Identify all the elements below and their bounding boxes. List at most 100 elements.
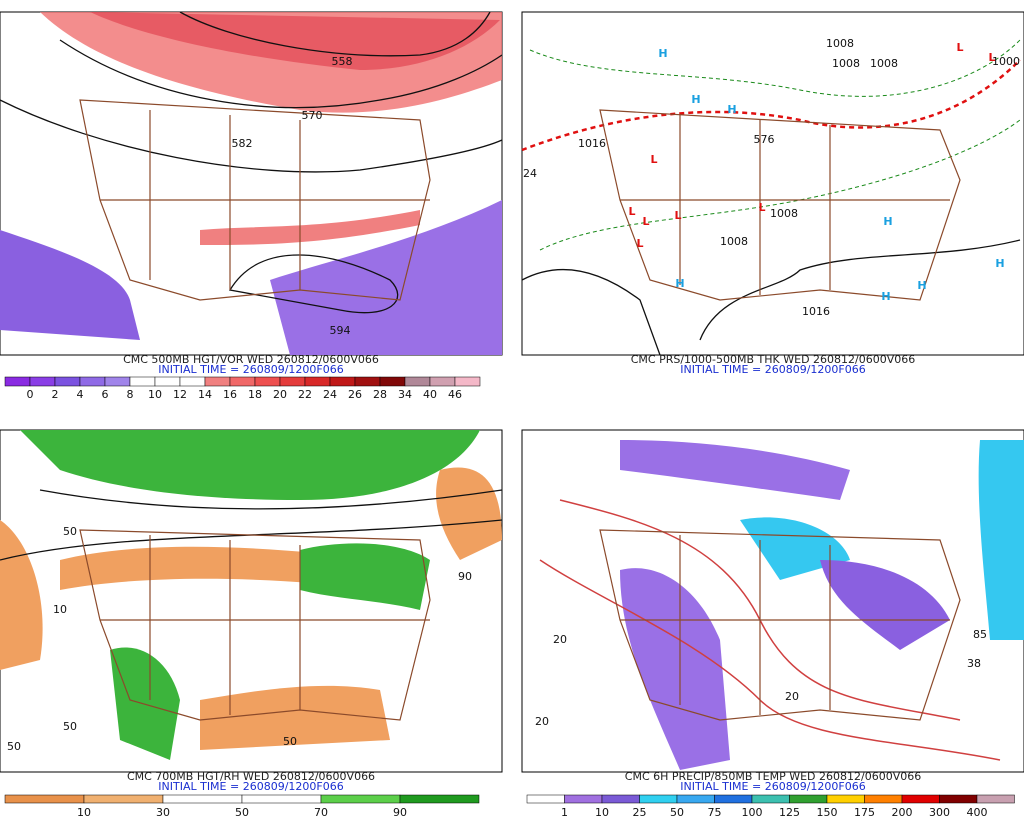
colorbar-label: 175 [854,806,875,819]
colorbar-swatch [79,376,106,387]
colorbar-swatch [204,376,231,387]
map-label: L [758,201,765,214]
colorbar-label: 100 [742,806,763,819]
colorbar-swatch [29,376,56,387]
colorbar-label: 300 [929,806,950,819]
colorbar-swatch [564,794,603,804]
map-label: 570 [302,109,323,122]
colorbar-label: 14 [198,388,212,401]
caption: CMC 500MB HGT/VOR WED 260812/0600V066 [123,353,379,366]
colorbar-label: 70 [314,806,328,819]
colorbar-swatch [526,794,565,804]
map-label: 1008 [720,235,748,248]
colorbar-label: 75 [708,806,722,819]
colorbar-label: 25 [633,806,647,819]
colorbar-swatch [179,376,206,387]
map-label: 1016 [578,137,606,150]
map-label: 1000 [992,55,1020,68]
map-label: 1008 [870,57,898,70]
map-label: 20 [535,715,549,728]
colorbar-label: 125 [779,806,800,819]
map-500mb [0,11,503,356]
map-label: 20 [785,690,799,703]
map-label: H [691,93,700,106]
colorbar-swatch [83,794,164,804]
colorbar-swatch [254,376,281,387]
colorbar-label: 50 [670,806,684,819]
map-label: 50 [283,735,297,748]
colorbar-swatch [304,376,331,387]
initial-time: INITIAL TIME = 260809/1200F066 [680,780,865,793]
colorbar-label: 1 [561,806,568,819]
colorbar-label: 90 [393,806,407,819]
map-label: L [636,237,643,250]
colorbar-swatch [714,794,753,804]
colorbar-label: 400 [967,806,988,819]
colorbar-label: 28 [373,388,387,401]
map-label: H [917,279,926,292]
colorbar-label: 10 [148,388,162,401]
colorbar-label: 46 [448,388,462,401]
caption: CMC 700MB HGT/RH WED 260812/0600V066 [127,770,375,783]
map-label: L [988,51,995,64]
colorbar-label: 20 [273,388,287,401]
map-label: 50 [63,525,77,538]
colorbar-label: 16 [223,388,237,401]
colorbar-swatch [601,794,640,804]
colorbar-swatch [162,794,243,804]
colorbar-label: 6 [102,388,109,401]
colorbar-swatch [404,376,431,387]
map-label: L [674,209,681,222]
colorbar-swatch [399,794,480,804]
colorbar-swatch [976,794,1015,804]
map-label: H [883,215,892,228]
colorbar-label: 4 [77,388,84,401]
map-label: 50 [63,720,77,733]
colorbar-swatch [789,794,828,804]
map-label: 20 [553,633,567,646]
colorbar-swatch [154,376,181,387]
initial-time: INITIAL TIME = 260809/1200F066 [158,363,343,376]
map-sfc-pressure [521,11,1024,356]
map-label: 24 [523,167,537,180]
colorbar-label: 30 [156,806,170,819]
colorbar-swatch [639,794,678,804]
colorbar-swatch [864,794,903,804]
map-label: H [658,47,667,60]
caption: CMC 6H PRECIP/850MB TEMP WED 260812/0600… [625,770,921,783]
colorbar-label: 22 [298,388,312,401]
colorbar-swatch [54,376,81,387]
colorbar-swatch [320,794,401,804]
colorbar-label: 10 [595,806,609,819]
initial-time: INITIAL TIME = 260809/1200F066 [680,363,865,376]
map-700mb [0,429,503,773]
map-label: L [628,205,635,218]
colorbar-swatch [241,794,322,804]
colorbar-swatch [901,794,940,804]
map-label: 582 [232,137,253,150]
map-label: 1008 [770,207,798,220]
caption: CMC PRS/1000-500MB THK WED 260812/0600V0… [631,353,916,366]
colorbar-swatch [454,376,481,387]
colorbar-swatch [229,376,256,387]
colorbar-label: 10 [77,806,91,819]
colorbar-swatch [354,376,381,387]
colorbar-label: 2 [52,388,59,401]
colorbar-swatch [4,376,31,387]
colorbar-label: 26 [348,388,362,401]
map-label: H [995,257,1004,270]
map-label: 90 [458,570,472,583]
colorbar-label: 0 [27,388,34,401]
map-label: 594 [330,324,351,337]
colorbar-label: 200 [892,806,913,819]
map-label: 1008 [832,57,860,70]
map-label: H [881,290,890,303]
initial-time: INITIAL TIME = 260809/1200F066 [158,780,343,793]
map-label: L [650,153,657,166]
colorbar-label: 150 [817,806,838,819]
colorbar-swatch [939,794,978,804]
map-label: 10 [53,603,67,616]
map-label: 1008 [826,37,854,50]
colorbar-swatch [826,794,865,804]
